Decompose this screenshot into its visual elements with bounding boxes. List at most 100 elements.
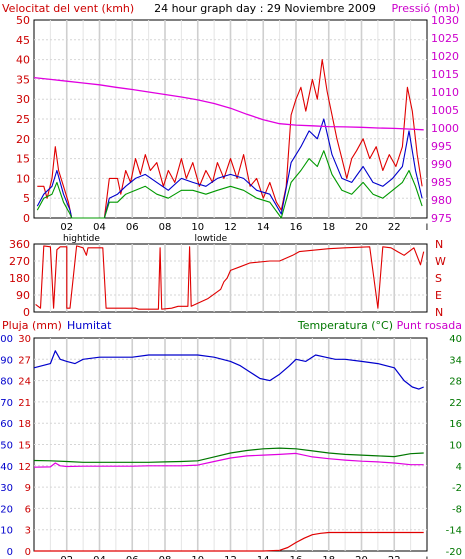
humidity-y-tick: 0 xyxy=(7,547,13,558)
x-tick-label: 16 xyxy=(290,222,303,233)
pressure-y-tick: 1005 xyxy=(431,104,459,117)
wind-y-tick: 35 xyxy=(16,73,30,86)
humidity-y-tick: 30 xyxy=(0,483,13,494)
temperature-y-tick: -2 xyxy=(452,483,462,494)
x-end-tick: I xyxy=(426,556,429,559)
rain-y-tick: 15 xyxy=(18,441,31,452)
temperature-y-tick: 40 xyxy=(449,334,462,345)
rain-y-tick: 21 xyxy=(18,398,31,409)
x-tick-label: 20 xyxy=(355,222,368,233)
pressure-y-tick: 985 xyxy=(431,176,452,189)
wind-y-tick: 25 xyxy=(16,113,30,126)
chart-title: 24 hour graph day : 29 Noviembre 2009 xyxy=(154,2,376,15)
compass-label: E xyxy=(435,289,442,302)
x-tick-label: 06 xyxy=(126,555,139,559)
temperature-y-tick: 4 xyxy=(456,462,462,473)
humidity-axis-title: Humitat xyxy=(67,319,112,332)
wind-y-tick: 50 xyxy=(16,14,30,27)
x-tick-label: 08 xyxy=(159,222,172,233)
x-tick-label: 12 xyxy=(224,222,237,233)
temperature-y-tick: 28 xyxy=(449,377,462,388)
direction-y-tick: 0 xyxy=(23,306,30,319)
humidity-y-tick: 90 xyxy=(0,355,13,366)
temperature-y-tick: 10 xyxy=(449,441,462,452)
humidity-y-tick: 20 xyxy=(0,504,13,515)
pressure-y-tick: 995 xyxy=(431,140,452,153)
tide-label: hightide xyxy=(63,234,100,244)
direction-y-tick: 180 xyxy=(9,272,30,285)
x-tick-label: 12 xyxy=(224,555,237,559)
series-temperatura-c xyxy=(33,447,424,463)
temperature-y-tick: 34 xyxy=(449,355,462,366)
compass-label: N xyxy=(435,238,443,251)
temperature-y-tick: 16 xyxy=(449,419,462,430)
x-tick-label: 20 xyxy=(355,555,368,559)
wind-y-tick: 0 xyxy=(23,212,30,225)
direction-y-tick: 90 xyxy=(16,289,30,302)
pressure-y-tick: 1015 xyxy=(431,68,459,81)
series-punt-rosada xyxy=(33,452,424,468)
x-tick-label: 06 xyxy=(126,222,139,233)
x-tick-label: 02 xyxy=(60,555,73,559)
rain-y-tick: 27 xyxy=(18,355,31,366)
x-tick-label: 10 xyxy=(191,555,204,559)
pressure-y-tick: 1020 xyxy=(431,50,459,63)
wind-y-tick: 45 xyxy=(16,34,30,47)
dewpoint-axis-title: Punt rosada xyxy=(397,319,462,332)
pressure-y-tick: 1030 xyxy=(431,14,459,27)
temperature-y-tick: -14 xyxy=(446,526,462,537)
tide-label: lowtide xyxy=(195,234,228,244)
series-pressure xyxy=(33,76,424,131)
rain-y-tick: 24 xyxy=(18,377,31,388)
humidity-y-tick: 100 xyxy=(0,334,13,345)
series-average-wind xyxy=(36,150,423,219)
x-tick-label: 14 xyxy=(257,222,270,233)
x-tick-label: 16 xyxy=(290,555,303,559)
wind-axis-title: Velocitat del vent (kmh) xyxy=(2,2,134,15)
compass-label: W xyxy=(435,255,446,268)
x-tick-label: 10 xyxy=(191,222,204,233)
x-tick-label: 04 xyxy=(93,222,106,233)
temperature-y-tick: 22 xyxy=(449,398,462,409)
wind-y-tick: 20 xyxy=(16,133,30,146)
rain-y-tick: 30 xyxy=(18,334,31,345)
humidity-y-tick: 50 xyxy=(0,441,13,452)
compass-label: N xyxy=(435,306,443,319)
x-tick-label: 08 xyxy=(159,555,172,559)
humidity-y-tick: 40 xyxy=(0,462,13,473)
pressure-y-tick: 1000 xyxy=(431,122,459,135)
direction-y-tick: 270 xyxy=(9,255,30,268)
humidity-y-tick: 10 xyxy=(0,526,13,537)
x-tick-label: 22 xyxy=(388,222,401,233)
direction-y-tick: 360 xyxy=(9,238,30,251)
series-humitat xyxy=(33,350,424,390)
pressure-y-tick: 990 xyxy=(431,158,452,171)
temperature-axis-title: Temperatura (°C) xyxy=(297,319,393,332)
x-tick-label: 02 xyxy=(60,222,73,233)
humidity-temperature-rain-chart: 0204060810121416182022010203040506070809… xyxy=(0,334,462,559)
x-end-tick: I xyxy=(426,223,429,233)
wind-y-tick: 15 xyxy=(16,153,30,166)
x-tick-label: 04 xyxy=(93,555,106,559)
x-tick-label: 22 xyxy=(388,555,401,559)
series-wind-direction xyxy=(35,245,425,310)
pressure-y-tick: 1010 xyxy=(431,86,459,99)
pressure-axis-title: Pressió (mb) xyxy=(391,2,460,15)
series-pluja-mm xyxy=(34,531,424,552)
rain-y-tick: 0 xyxy=(25,547,31,558)
temperature-y-tick: -8 xyxy=(452,504,462,515)
pressure-y-tick: 980 xyxy=(431,194,452,207)
series-gust xyxy=(37,59,423,219)
x-tick-label: 18 xyxy=(322,222,335,233)
humidity-y-tick: 60 xyxy=(0,419,13,430)
wind-y-tick: 40 xyxy=(16,54,30,67)
wind-y-tick: 30 xyxy=(16,93,30,106)
rain-y-tick: 9 xyxy=(25,483,31,494)
rain-y-tick: 6 xyxy=(25,504,31,515)
rain-y-tick: 18 xyxy=(18,419,31,430)
rain-y-tick: 12 xyxy=(18,462,31,473)
x-tick-label: 14 xyxy=(257,555,270,559)
compass-label: S xyxy=(435,272,442,285)
